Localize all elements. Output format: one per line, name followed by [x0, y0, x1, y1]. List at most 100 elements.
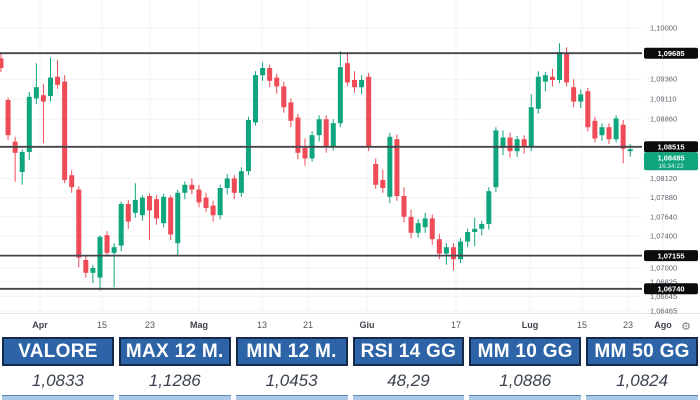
stats-header-row: VALORE MAX 12 M. MIN 12 M. RSI 14 GG MM …	[0, 337, 700, 366]
x-axis-month-label[interactable]: Ago	[654, 320, 672, 330]
x-axis-day-label[interactable]: 13	[257, 320, 267, 330]
candle-down	[302, 148, 308, 159]
x-axis-day-label[interactable]: 15	[577, 320, 587, 330]
current-price-time: 16:34:22	[658, 163, 684, 170]
candle-down	[231, 178, 237, 193]
candle-down	[571, 87, 577, 102]
candle-up	[217, 188, 223, 216]
candle-down	[585, 91, 591, 128]
candle-down	[210, 205, 216, 216]
price-level-label	[644, 283, 698, 295]
stats-value-valore: 1,0833	[2, 366, 114, 395]
stats-value-row: 1,0833 1,1286 1,0453 48,29 1,0886 1,0824	[0, 366, 700, 395]
candle-up	[535, 76, 541, 109]
stats-header-min-12m: MIN 12 M.	[235, 337, 348, 366]
candle-up	[514, 139, 520, 152]
y-axis-tick: 1,06645	[650, 292, 677, 301]
stats-value-rsi-14gg: 48,29	[352, 366, 465, 395]
candle-up	[175, 192, 181, 244]
gear-icon[interactable]: ⚙	[681, 320, 691, 333]
candle-down	[125, 204, 131, 222]
candle-down	[288, 102, 294, 121]
x-axis-month-label[interactable]: Apr	[32, 320, 48, 330]
y-axis-tick: 1,07880	[650, 193, 677, 202]
candle-down	[154, 199, 160, 219]
candle-up	[458, 241, 464, 260]
x-axis-day-label[interactable]: 23	[623, 320, 633, 330]
candle-down	[104, 235, 110, 253]
candle-up	[224, 178, 230, 188]
candle-up	[182, 184, 188, 193]
candle-down	[620, 124, 626, 149]
stats-header-rsi-14gg: RSI 14 GG	[352, 337, 465, 366]
candle-down	[408, 216, 414, 233]
candle-down	[352, 80, 357, 88]
candle-down	[76, 189, 82, 258]
candle-up	[599, 127, 605, 136]
stats-header-mm-50gg: MM 50 GG	[586, 337, 698, 366]
candle-up	[557, 52, 563, 80]
x-axis-day-label[interactable]: 15	[97, 320, 107, 330]
candle-up	[118, 204, 124, 246]
stats-value-mm-50gg: 1,0824	[586, 366, 698, 395]
stats-header-valore: VALORE	[2, 337, 114, 366]
x-axis-month-label[interactable]: Lug	[522, 320, 539, 330]
price-level-label-text: 1,06740	[657, 285, 684, 294]
y-axis-tick: 1,10000	[650, 24, 677, 33]
x-axis-month-label[interactable]: Mag	[190, 320, 208, 330]
candlestick-chart[interactable]: 1,10000 1,09360 1,09110 1,08860 1,08120 1,078…	[0, 0, 700, 336]
y-axis-tick: 1,07400	[650, 232, 677, 241]
y-axis-tick: 1,07000	[650, 264, 677, 273]
candle-down	[323, 119, 329, 148]
candle-up	[47, 77, 53, 96]
candle-down	[564, 52, 570, 83]
x-axis-day-label[interactable]: 21	[303, 320, 313, 330]
stats-header-max-12m: MAX 12 M.	[118, 337, 231, 366]
candle-up	[245, 120, 251, 172]
candle-down	[281, 86, 287, 108]
candle-down	[146, 196, 152, 211]
stats-value-max-12m: 1,1286	[118, 366, 231, 395]
candle-up	[465, 232, 471, 242]
candle-down	[62, 81, 68, 180]
candle-down	[40, 95, 46, 102]
candle-up	[472, 228, 478, 232]
candle-up	[260, 68, 266, 76]
candle-up	[528, 107, 534, 148]
candle-down	[5, 100, 11, 136]
current-price-label	[644, 152, 698, 171]
y-axis-tick: 1,09110	[650, 95, 677, 104]
candle-up	[111, 247, 117, 253]
stats-next-row-edge	[0, 395, 700, 400]
candle-up	[387, 136, 393, 197]
candle-down	[380, 180, 386, 188]
x-axis-month-label[interactable]: Giu	[360, 320, 375, 330]
candle-up	[542, 75, 548, 82]
stats-table: VALORE MAX 12 M. MIN 12 M. RSI 14 GG MM …	[0, 337, 700, 400]
candle-down	[429, 218, 435, 240]
candle-down	[507, 137, 513, 152]
price-level-label	[644, 47, 698, 59]
candle-down	[295, 117, 301, 153]
candle-down	[69, 175, 75, 188]
candle-down	[606, 127, 612, 140]
x-axis-day-label[interactable]: 23	[145, 320, 155, 330]
price-level-label	[644, 250, 698, 262]
x-axis-day-label[interactable]: 17	[451, 320, 461, 330]
candle-down	[394, 139, 400, 196]
candle-down	[274, 77, 280, 87]
stats-value-mm-10gg: 1,0886	[469, 366, 582, 395]
candle-down	[436, 239, 442, 254]
candle-down	[344, 63, 350, 83]
y-axis-tick: 1,09360	[650, 75, 677, 84]
stats-value-min-12m: 1,0453	[235, 366, 348, 395]
y-axis-tick: 1,07640	[650, 212, 677, 221]
candle-up	[422, 218, 428, 228]
candle-down	[55, 76, 61, 85]
candle-up	[415, 223, 421, 233]
price-level-label-text: 1,08515	[657, 143, 684, 152]
candle-up	[500, 137, 506, 148]
stats-header-mm-10gg: MM 10 GG	[469, 337, 582, 366]
candle-up	[253, 75, 259, 123]
